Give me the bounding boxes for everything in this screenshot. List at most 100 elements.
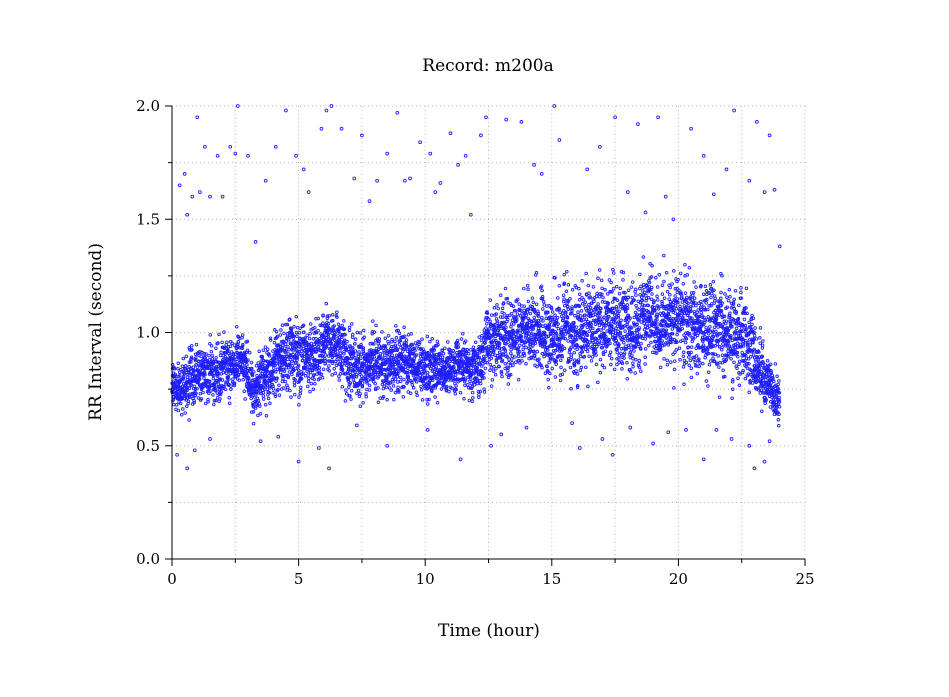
data-point — [245, 363, 249, 367]
data-point — [612, 367, 617, 372]
data-point — [345, 339, 349, 344]
data-point — [189, 357, 194, 361]
data-point — [646, 343, 651, 348]
data-point — [629, 285, 634, 289]
data-point — [380, 330, 384, 334]
data-point — [207, 353, 211, 358]
data-point — [258, 369, 263, 373]
data-point — [372, 354, 377, 359]
data-point — [474, 361, 479, 365]
data-point — [258, 404, 262, 408]
data-point — [708, 283, 713, 287]
data-point — [719, 290, 723, 295]
data-point — [615, 298, 620, 303]
data-point — [297, 395, 301, 399]
data-point — [482, 376, 486, 380]
data-point — [681, 338, 685, 342]
data-point — [265, 387, 270, 391]
data-point — [261, 391, 266, 395]
data-point — [408, 349, 413, 353]
data-point — [355, 362, 359, 367]
data-point — [533, 341, 538, 346]
data-point — [251, 421, 256, 426]
data-point — [355, 391, 359, 396]
data-point — [291, 336, 296, 340]
data-point — [197, 377, 202, 381]
data-point — [489, 313, 494, 317]
data-point — [540, 365, 544, 370]
data-point — [241, 378, 245, 382]
data-point — [617, 291, 622, 296]
data-point — [391, 365, 395, 369]
data-point — [359, 342, 363, 347]
data-point — [478, 389, 483, 394]
data-point — [553, 375, 558, 379]
data-point — [484, 338, 488, 342]
data-point — [180, 364, 185, 369]
data-point — [585, 349, 590, 354]
data-point — [348, 381, 353, 385]
data-point — [282, 369, 287, 373]
data-point — [353, 341, 357, 346]
data-point — [630, 295, 634, 300]
data-point — [306, 384, 310, 389]
data-point — [707, 362, 712, 367]
data-point — [462, 396, 466, 401]
data-point — [277, 359, 282, 364]
data-point — [689, 345, 694, 349]
data-point — [623, 329, 627, 333]
data-point — [307, 357, 312, 362]
data-point — [711, 279, 716, 284]
data-point — [189, 383, 194, 387]
data-point — [480, 333, 484, 338]
data-point — [285, 357, 290, 361]
data-point — [327, 364, 331, 368]
data-point — [191, 365, 196, 369]
data-point — [203, 401, 208, 406]
data-point — [488, 319, 492, 323]
data-point — [241, 342, 245, 347]
data-point — [750, 322, 754, 327]
data-point — [347, 366, 351, 371]
data-point — [477, 355, 482, 360]
data-point — [512, 322, 516, 326]
data-point — [533, 356, 537, 361]
data-point — [209, 389, 213, 393]
data-point — [494, 312, 498, 316]
data-point — [176, 361, 181, 366]
data-point — [492, 347, 497, 352]
data-point — [541, 300, 546, 304]
data-point — [311, 387, 316, 392]
data-point — [577, 286, 581, 291]
data-point — [587, 291, 591, 295]
data-point — [593, 322, 598, 326]
data-point — [528, 347, 532, 352]
data-point — [308, 332, 312, 336]
data-point — [720, 345, 724, 350]
data-point — [212, 398, 217, 403]
data-point — [316, 316, 320, 321]
data-point — [742, 317, 747, 322]
data-point — [708, 359, 713, 363]
data-point — [446, 340, 450, 344]
data-point — [547, 386, 551, 390]
data-point — [562, 297, 566, 301]
data-point — [741, 368, 745, 373]
data-point — [666, 343, 671, 347]
data-point — [225, 380, 230, 384]
data-point — [195, 365, 200, 369]
data-point — [637, 358, 642, 363]
data-point — [631, 365, 635, 369]
data-point — [460, 367, 465, 371]
data-point — [525, 283, 530, 288]
data-point — [390, 337, 394, 342]
data-point — [245, 373, 249, 378]
data-point — [730, 396, 734, 400]
data-point — [534, 302, 539, 306]
data-point — [399, 352, 404, 357]
data-point — [272, 366, 276, 370]
data-point — [584, 271, 588, 276]
data-point — [463, 383, 467, 388]
data-point — [209, 344, 214, 348]
data-point — [320, 375, 325, 380]
